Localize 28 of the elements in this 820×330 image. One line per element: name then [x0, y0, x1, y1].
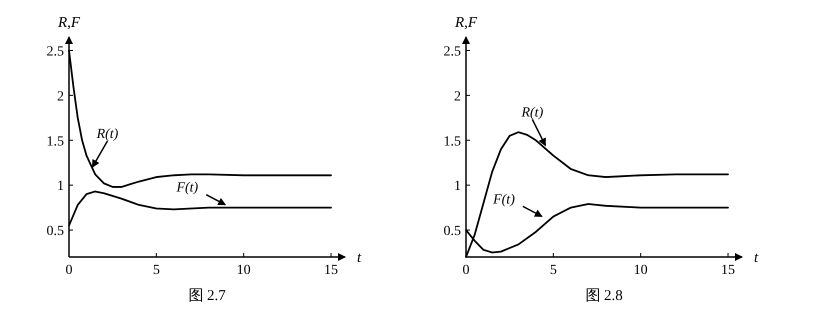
x-axis-title: t	[754, 250, 759, 266]
y-tick-label: 2	[454, 89, 461, 104]
x-tick-label: 5	[550, 263, 557, 278]
annotation: R(t)	[96, 127, 119, 142]
x-tick-label: 0	[462, 263, 470, 278]
x-axis-title: t	[357, 250, 362, 266]
text: 图 2.7	[188, 288, 226, 304]
x-tick-label: 10	[236, 263, 251, 278]
annotation: R(t)	[520, 105, 544, 120]
x-tick-label: 15	[324, 263, 338, 278]
text: 图 2.8	[585, 288, 623, 304]
y-tick-label: 0.5	[444, 224, 461, 240]
x-tick-label: 10	[634, 263, 648, 278]
annotation: F(t)	[492, 192, 516, 208]
x-tick-label: 5	[152, 263, 160, 278]
y-tick-label: 0.5	[46, 224, 64, 240]
y-axis-title: R,F	[56, 15, 81, 31]
y-tick-label: 1.5	[444, 134, 461, 150]
y-tick-label: 1.5	[46, 134, 64, 150]
y-axis-title: R,F	[454, 15, 478, 31]
x-tick-label: 15	[721, 263, 736, 278]
y-tick-label: 2	[57, 89, 64, 104]
x-tick-label: 0	[66, 263, 72, 278]
y-tick-label: 2.5	[444, 44, 461, 60]
y-tick-label: 2.5	[46, 44, 64, 60]
y-tick-label: 1	[454, 179, 461, 194]
annotation: F(t)	[175, 180, 199, 196]
y-tick-label: 1	[57, 179, 64, 194]
